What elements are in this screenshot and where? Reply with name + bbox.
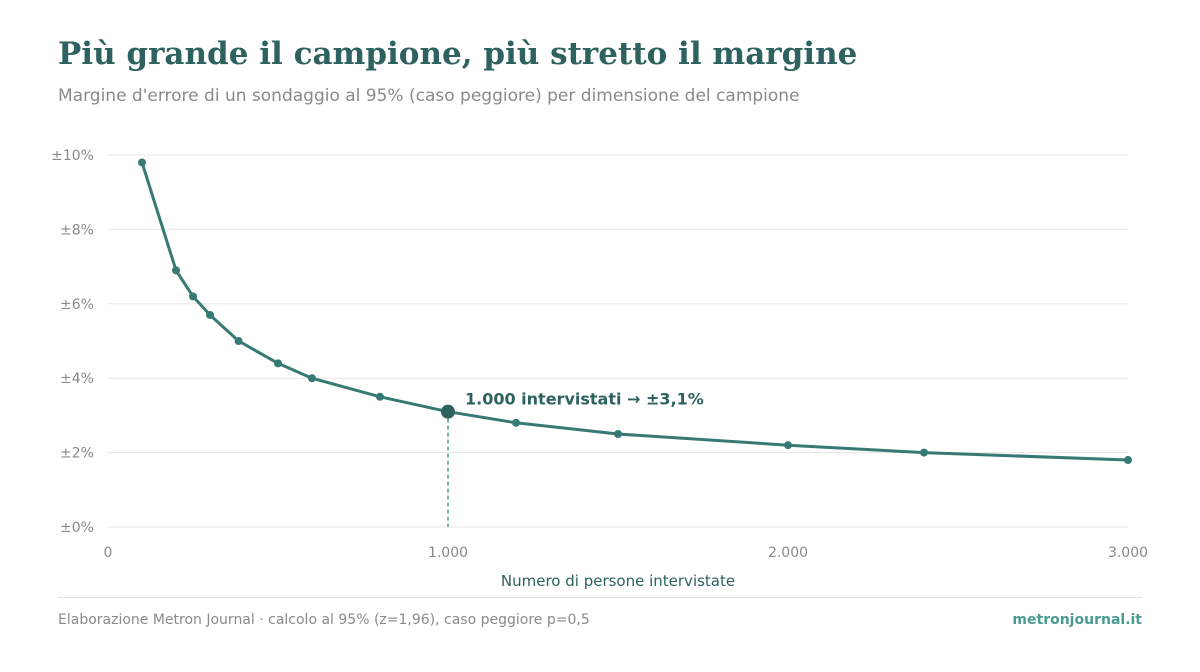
site-link[interactable]: metronjournal.it [1012, 612, 1142, 628]
data-point [376, 392, 384, 401]
data-point [920, 448, 928, 457]
line-chart: ±0% ±2% ±4% ±6% ±8% ±10% 0 1.000 2.000 3.000 1.0… [51, 148, 1149, 590]
x-tick-label: 3.000 [1108, 545, 1148, 561]
y-tick-label: ±2% [60, 446, 94, 462]
data-point [784, 441, 792, 450]
y-tick-label: ±6% [60, 297, 94, 313]
y-tick-label: ±8% [60, 222, 94, 238]
source-note: Elaborazione Metron Journal · calcolo al… [58, 612, 590, 628]
x-axis-label: Numero di persone intervistate [501, 572, 735, 590]
y-tick-label: ±4% [60, 371, 94, 387]
highlight-point [441, 404, 455, 419]
x-axis-ticks: 0 1.000 2.000 3.000 [104, 545, 1149, 561]
data-point [1124, 456, 1132, 465]
data-point [614, 430, 622, 438]
x-tick-label: 0 [104, 545, 113, 561]
data-point [138, 158, 146, 167]
data-point [512, 418, 520, 427]
annotation-label: 1.000 intervistati → ±3,1% [465, 390, 704, 409]
chart-title: Più grande il campione, più stretto il m… [58, 36, 858, 72]
grid-lines [108, 154, 1128, 528]
data-point [308, 374, 316, 383]
data-point [274, 359, 282, 368]
y-axis-ticks: ±0% ±2% ±4% ±6% ±8% ±10% [51, 148, 94, 536]
data-point [206, 310, 214, 319]
data-point [189, 292, 197, 301]
x-tick-label: 1.000 [428, 545, 468, 561]
y-tick-label: ±10% [51, 148, 94, 164]
y-tick-label: ±0% [60, 520, 94, 536]
data-points [138, 158, 1132, 465]
footer-divider [58, 597, 1142, 598]
data-point [172, 266, 180, 275]
series-line [140, 160, 1130, 462]
x-tick-label: 2.000 [768, 545, 808, 561]
data-point [234, 337, 243, 345]
chart-subtitle: Margine d'errore di un sondaggio al 95% … [58, 86, 800, 106]
